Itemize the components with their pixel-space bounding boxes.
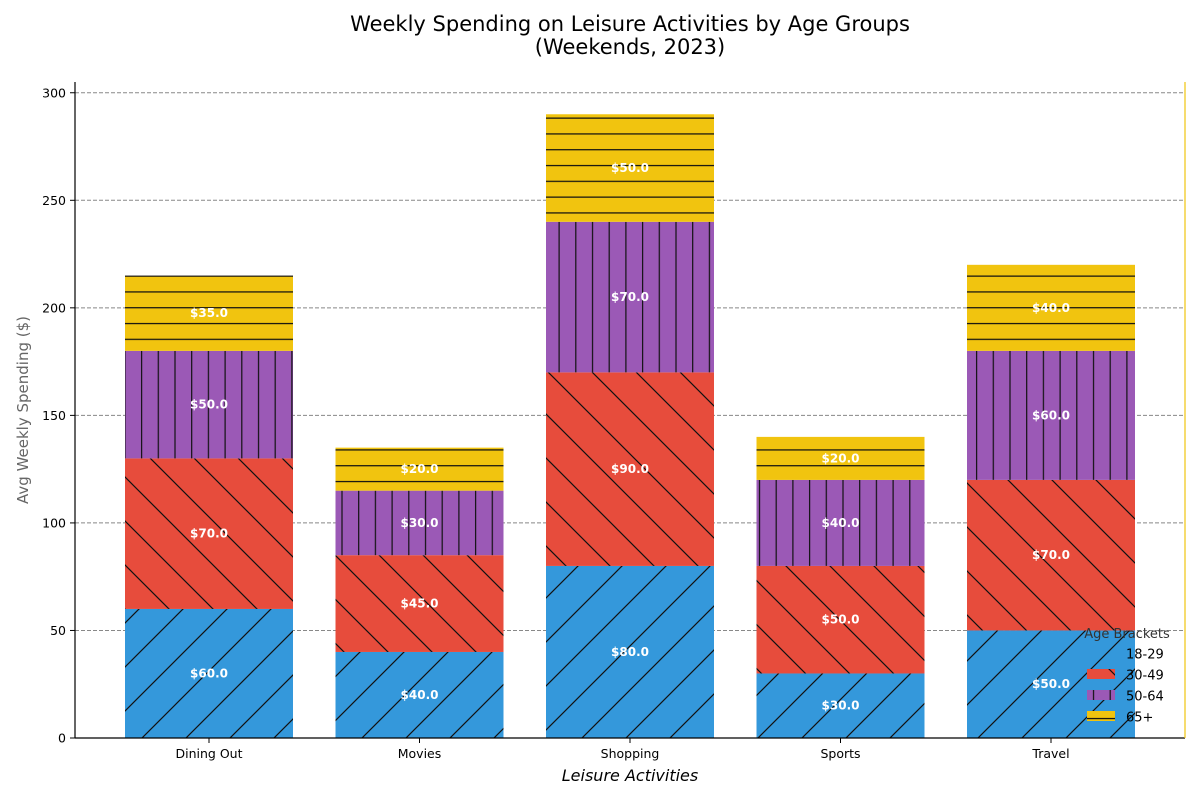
legend-title: Age Brackets (1084, 627, 1170, 642)
bar-segment (967, 264, 1135, 351)
legend[interactable]: Age Brackets 18-29 30-49 50-64 65+ (1084, 627, 1170, 726)
data-label: $50.0 (611, 161, 649, 175)
bar-segment (335, 555, 504, 652)
bar-segment (546, 114, 714, 222)
y-axis-label: Avg Weekly Spending ($) (14, 316, 32, 504)
bar-segment (546, 372, 714, 566)
data-label: $30.0 (401, 516, 439, 530)
y-tick-label: 100 (42, 515, 66, 530)
bar-segment (125, 350, 293, 459)
data-label: $35.0 (190, 306, 228, 320)
chart-title-line1: Weekly Spending on Leisure Activities by… (350, 12, 910, 36)
data-label: $30.0 (822, 699, 860, 713)
data-label: $70.0 (611, 290, 649, 304)
y-tick-label: 0 (58, 731, 66, 746)
data-labels: $60.0 $70.0 $50.0 $35.0 $40.0 $45.0 $30.0 $20.0… (190, 161, 1070, 713)
data-label: $60.0 (190, 666, 228, 680)
bar-segment (125, 608, 293, 738)
bar-segment (125, 458, 293, 609)
bar-segment (756, 479, 925, 566)
data-label: $20.0 (822, 451, 860, 465)
y-tick-label: 300 (42, 85, 66, 100)
legend-label: 18-29 (1126, 648, 1164, 663)
x-tick-label: Travel (1031, 746, 1069, 761)
bar-segment (967, 350, 1135, 480)
x-tick-label: Movies (398, 746, 442, 761)
bar-segment (335, 651, 504, 738)
bar-segment (756, 436, 925, 480)
bar-segment (546, 221, 714, 373)
axes: 0 50 100 150 200 250 300 Dining Out Movies Shoppi… (42, 82, 1186, 761)
data-label: $40.0 (822, 516, 860, 530)
x-axis-label: Leisure Activities (562, 766, 698, 785)
data-label: $20.0 (401, 462, 439, 476)
x-tick-label: Shopping (601, 746, 660, 761)
data-label: $70.0 (1032, 548, 1070, 562)
data-label: $40.0 (401, 688, 439, 702)
y-tick-label: 250 (42, 193, 66, 208)
data-label: $80.0 (611, 645, 649, 659)
data-label: $40.0 (1032, 301, 1070, 315)
x-tick-label: Dining Out (176, 746, 243, 761)
y-tick-label: 200 (42, 300, 66, 315)
bar-segment (756, 673, 925, 738)
bar-segment (967, 479, 1135, 631)
data-label: $90.0 (611, 462, 649, 476)
bar-segment (335, 490, 504, 556)
data-label: $50.0 (822, 613, 860, 627)
bars (125, 114, 1135, 738)
data-label: $70.0 (190, 527, 228, 541)
legend-swatch (1087, 669, 1115, 679)
legend-label: 50-64 (1126, 690, 1164, 705)
data-label: $45.0 (401, 597, 439, 611)
data-label: $60.0 (1032, 408, 1070, 422)
legend-label: 65+ (1126, 711, 1153, 726)
chart-title-line2: (Weekends, 2023) (535, 35, 725, 59)
y-tick-label: 50 (50, 623, 66, 638)
y-tick-label: 150 (42, 408, 66, 423)
bar-segment (125, 275, 293, 351)
data-label: $50.0 (190, 398, 228, 412)
legend-swatch (1087, 690, 1115, 700)
legend-swatch (1087, 711, 1115, 721)
bar-segment (546, 565, 714, 738)
bar-segment (756, 565, 925, 674)
legend-label: 30-49 (1126, 669, 1164, 684)
x-tick-label: Sports (820, 746, 860, 761)
data-label: $50.0 (1032, 677, 1070, 691)
bar-segment (335, 447, 504, 491)
